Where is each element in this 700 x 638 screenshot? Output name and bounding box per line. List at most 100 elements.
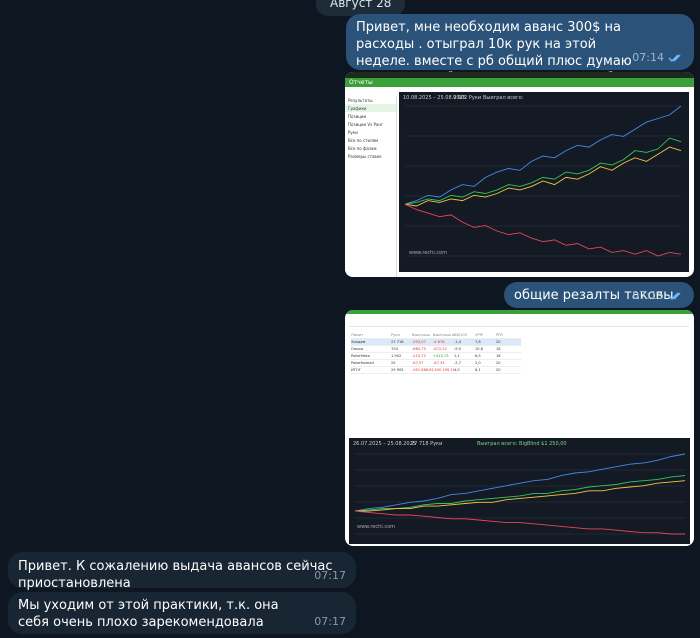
table-cell: 4,0: [454, 368, 460, 372]
series-line-red: [354, 510, 685, 535]
table-cell: 6,5: [475, 354, 481, 358]
chart-won: Выиграл всего:: [483, 95, 524, 101]
table-cell: Омаха: [351, 347, 364, 351]
message-meta: 07:17: [314, 567, 346, 584]
message-meta: 07:17: [314, 613, 346, 630]
table-cell: 1 902: [391, 354, 402, 358]
series-line-green: [404, 137, 682, 205]
sidebar-item[interactable]: Все по стилям: [348, 137, 379, 143]
table-cell: -4 876: [433, 340, 445, 344]
date-pill: Август 28: [316, 0, 406, 16]
message-outgoing-2[interactable]: общие резалты таковы 07:15: [504, 282, 694, 308]
profit-chart-2: [354, 453, 686, 535]
series-line-green: [354, 475, 686, 512]
table-cell: 27 718: [391, 340, 404, 344]
chart-title: 26.07.2025 – 25.08.2025: [353, 441, 416, 447]
table-cell: 704: [391, 347, 398, 351]
sidebar-item[interactable]: Результаты: [348, 97, 373, 103]
table-cell: -1,4: [454, 340, 462, 344]
sidebar-item[interactable]: Графики: [345, 104, 396, 112]
table-cell: -672,22: [433, 347, 447, 351]
table-row[interactable]: Омаха 704 -660,75 -672,22 -9,5 10,8 18: [351, 346, 521, 353]
table-cell: Холдем: [351, 340, 366, 344]
sidebar-item[interactable]: Размеры ставок: [348, 153, 382, 159]
message-time: 07:14: [632, 51, 664, 64]
table-cell: -210,72: [412, 354, 426, 358]
series-line-yellow: [355, 480, 686, 512]
message-text: Привет. К сожалению выдача авансов сейча…: [18, 559, 333, 591]
table-header-cell: Выигрыш bb: [433, 333, 454, 337]
message-time: 07:17: [314, 615, 346, 628]
sidebar-item[interactable]: Руки: [348, 129, 358, 135]
table-header-cell: PFR: [496, 333, 503, 337]
table-header-cell: VPIP: [475, 333, 483, 337]
table-cell: -67,33: [433, 361, 445, 365]
sidebar-item[interactable]: Позиции Vs Ранг: [348, 121, 384, 127]
table-cell: 25: [391, 361, 396, 365]
table-row[interactable]: ИТОГ 29 905 -951 866,61 -300 199,16 4,0 6,1 20: [351, 367, 521, 374]
message-time: 07:17: [314, 569, 346, 582]
chart-panel-2: 26.07.2025 – 25.08.2025 27 718 Руки Выиг…: [349, 438, 690, 544]
app-header: Отчеты: [345, 78, 694, 87]
profit-chart-1: [404, 105, 682, 257]
table-cell: ИТОГ: [351, 368, 361, 372]
table-cell: 20: [496, 368, 501, 372]
message-incoming-1[interactable]: Привет. К сожалению выдача авансов сейча…: [8, 552, 356, 591]
chart-panel-1: 10.08.2025 – 25.08.2025 9 902 Руки Выигр…: [399, 92, 689, 272]
table-cell: -300 199,16: [433, 368, 454, 372]
table-cell: -660,75: [412, 347, 426, 351]
table-header-cell: Руки: [391, 333, 400, 337]
table-row[interactable]: PokerMeta 1 902 -210,72 +410,73 1,1 6,5 18: [351, 353, 521, 360]
table-row[interactable]: PokerNomad 25 -67,57 -67,33 -2,7 2,0 20: [351, 360, 521, 367]
message-text: общие резалты таковы: [514, 288, 674, 303]
table-cell: 7,6: [475, 340, 481, 344]
app-header-title: Отчеты: [349, 79, 373, 86]
table-cell: 10,8: [475, 347, 484, 351]
results-screenshot-1[interactable]: Отчеты Результаты Графики Позиции Позиции V…: [345, 72, 694, 277]
table-header-cell: Лимит: [351, 333, 364, 337]
table-cell: -953,07: [412, 340, 426, 344]
message-time: 07:15: [632, 289, 664, 302]
message-meta: 07:15: [632, 287, 684, 304]
table-header-cell: BB/100: [454, 333, 468, 337]
series-line-red: [404, 203, 682, 257]
table-cell: -67,57: [412, 361, 424, 365]
app-header-2: [345, 310, 694, 314]
sidebar-item[interactable]: Все по фазам: [348, 145, 377, 151]
table-cell: -951 866,61: [412, 368, 433, 372]
double-check-icon: [668, 53, 681, 62]
filter-bar: [349, 317, 689, 327]
chart-watermark: www.rechi.com: [409, 250, 447, 256]
table-cell: -2,7: [454, 361, 462, 365]
chart-watermark: www.rechi.com: [357, 524, 395, 530]
table-cell: PokerNomad: [351, 361, 374, 365]
table-cell: 1,1: [454, 354, 460, 358]
table-cell: 29 905: [391, 368, 404, 372]
table-cell: 18: [496, 347, 501, 351]
series-line-blue: [354, 453, 686, 512]
table-cell: -9,5: [454, 347, 462, 351]
message-meta: 07:14: [632, 49, 684, 66]
chart-title: 10.08.2025 – 25.08.2025: [403, 95, 466, 101]
table-cell: 20: [496, 340, 501, 344]
table-cell: 6,1: [475, 368, 481, 372]
table-cell: 18: [496, 354, 501, 358]
table-row[interactable]: Холдем 27 718 -953,07 -4 876 -1,4 7,6 20: [351, 339, 521, 346]
double-check-icon: [668, 291, 681, 300]
table-header-cell: Выигрыш: [412, 333, 430, 337]
table-cell: PokerMeta: [351, 354, 370, 358]
sidebar-item[interactable]: Позиции: [348, 113, 367, 119]
message-outgoing-1[interactable]: Привет, мне необходим аванс 300$ на расх…: [346, 14, 694, 103]
chart-won: Выиграл всего: BigBlind $1 250,00: [477, 441, 567, 447]
series-line-yellow: [404, 146, 682, 207]
table-cell: 20: [496, 361, 501, 365]
app-titlebar: [345, 72, 694, 78]
chart-hands: 9 902 Руки: [453, 95, 482, 101]
message-incoming-2[interactable]: Мы уходим от этой практики, т.к. она себ…: [8, 592, 356, 634]
table-cell: 2,0: [475, 361, 481, 365]
series-line-blue: [404, 105, 682, 205]
table-cell: +410,73: [433, 354, 449, 358]
